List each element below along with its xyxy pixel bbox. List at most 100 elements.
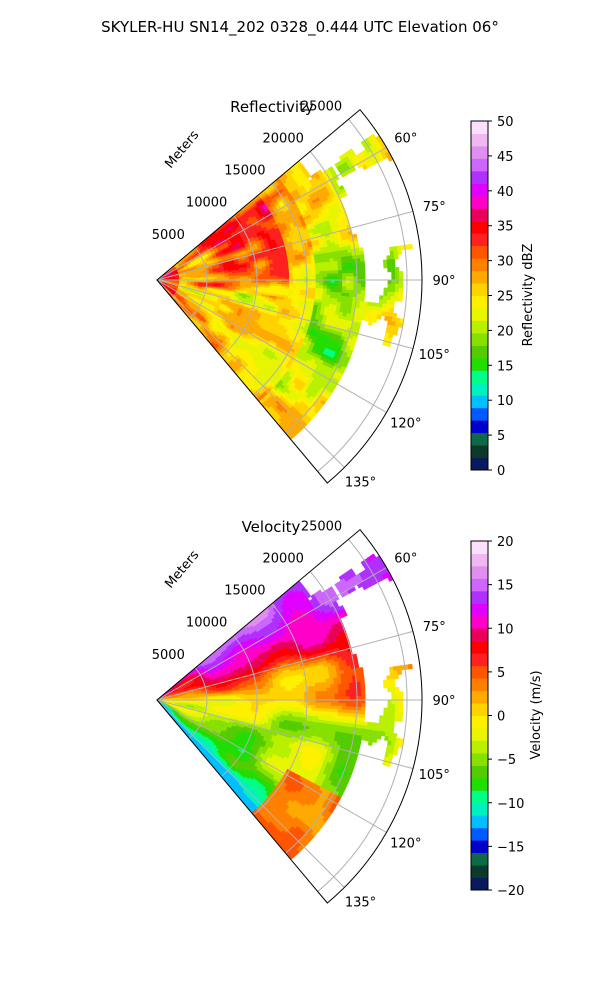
data-cell — [361, 284, 365, 288]
data-cell — [358, 273, 362, 277]
data-cell — [342, 273, 346, 276]
data-cell — [387, 264, 391, 268]
data-cell — [361, 265, 365, 269]
data-cell — [338, 267, 342, 270]
data-cell — [392, 272, 396, 276]
data-cell — [335, 270, 339, 273]
data-cell — [368, 321, 372, 325]
data-cell — [334, 267, 338, 270]
data-cell — [361, 269, 365, 273]
data-cell — [346, 267, 350, 271]
data-cell — [357, 259, 361, 263]
data-cell — [387, 260, 391, 264]
data-cell — [357, 291, 361, 295]
data-cell — [346, 280, 350, 283]
data-cell — [342, 290, 346, 293]
data-cell — [361, 291, 365, 295]
data-cell — [361, 273, 365, 277]
data-cell — [346, 287, 350, 290]
data-cell — [320, 274, 324, 277]
data-cell — [349, 263, 353, 267]
data-cell — [342, 264, 346, 268]
data-cell — [327, 271, 331, 274]
data-cell — [380, 296, 384, 300]
data-cell — [308, 272, 312, 275]
data-cell — [388, 284, 392, 288]
data-cell — [350, 287, 354, 291]
data-cell — [391, 288, 395, 292]
data-cell — [342, 270, 346, 273]
data-cell — [392, 284, 396, 288]
data-cell — [323, 274, 327, 277]
data-cell — [312, 274, 316, 277]
data-cell — [316, 274, 320, 277]
data-cell — [384, 292, 388, 296]
data-cell — [312, 283, 316, 286]
figure-suptitle: SKYLER-HU SN14_202 0328_0.444 UTC Elevat… — [101, 18, 499, 37]
data-cell — [301, 275, 305, 278]
data-cell — [327, 268, 331, 271]
data-cell — [387, 296, 391, 300]
reflectivity-data-layer — [157, 134, 413, 440]
data-cell — [331, 274, 335, 277]
data-cell — [392, 276, 396, 280]
data-cell — [350, 273, 354, 277]
data-cell — [395, 267, 399, 271]
data-cell — [338, 286, 342, 289]
data-cell — [391, 296, 395, 300]
data-cell — [357, 266, 361, 270]
data-cell — [335, 283, 339, 286]
data-cell — [379, 299, 383, 303]
data-cell — [350, 277, 354, 280]
data-cell — [360, 258, 364, 262]
data-cell — [358, 280, 362, 284]
data-cell — [361, 276, 365, 280]
data-cell — [383, 260, 387, 264]
data-cell — [383, 296, 387, 300]
data-cell — [293, 275, 297, 278]
data-cell — [391, 268, 395, 272]
data-cell — [358, 284, 362, 288]
reflectivity-panel: Reflectivity 60°75°90°105°120°135°500010… — [152, 98, 456, 491]
data-cell — [346, 277, 350, 280]
data-cell — [312, 272, 316, 275]
data-cell — [331, 283, 335, 286]
data-cell — [331, 271, 335, 274]
data-cell — [323, 271, 327, 274]
data-cell — [323, 268, 327, 271]
data-cell — [388, 268, 392, 272]
data-cell — [350, 266, 354, 270]
data-cell — [361, 287, 365, 291]
data-cell — [373, 318, 377, 322]
data-cell — [346, 273, 350, 276]
data-cell — [388, 288, 392, 292]
data-cell — [346, 270, 350, 273]
data-cell — [346, 290, 350, 294]
data-cell — [350, 290, 354, 294]
data-cell — [331, 286, 335, 289]
data-cell — [391, 292, 395, 296]
data-cell — [316, 283, 320, 286]
data-cell — [384, 264, 388, 268]
data-cell — [335, 286, 339, 289]
data-cell — [316, 271, 320, 274]
data-cell — [327, 274, 331, 277]
data-cell — [339, 283, 343, 286]
data-cell — [327, 286, 331, 289]
data-cell — [308, 275, 312, 278]
data-cell — [391, 263, 395, 267]
data-cell — [323, 283, 327, 286]
data-cell — [320, 283, 324, 286]
data-cell — [286, 275, 290, 277]
data-cell — [350, 283, 354, 287]
data-cell — [361, 294, 365, 298]
data-cell — [346, 283, 350, 286]
data-cell — [391, 259, 395, 263]
data-cell — [308, 283, 312, 286]
data-cell — [335, 274, 339, 277]
data-cell — [357, 269, 361, 273]
data-cell — [361, 262, 365, 266]
data-cell — [342, 267, 346, 270]
data-cell — [394, 255, 398, 260]
